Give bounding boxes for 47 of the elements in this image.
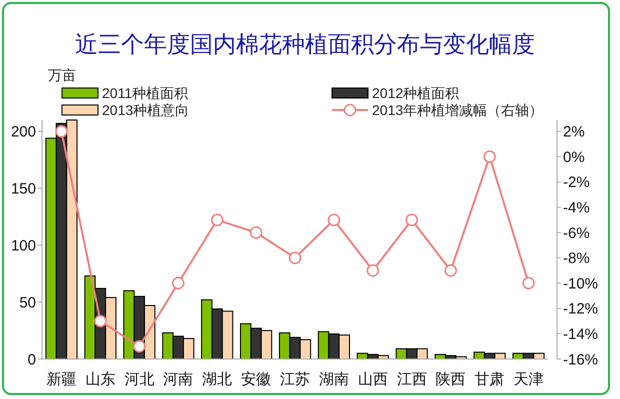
y2-tick-label: -6% xyxy=(563,224,590,242)
y-tick-label: 0 xyxy=(28,351,36,368)
point xyxy=(133,340,146,353)
y-tick-label: 50 xyxy=(19,294,36,312)
y2-tick-label: 0% xyxy=(563,148,585,166)
y2-tick-label: -4% xyxy=(563,200,590,217)
x-tick-label: 新疆 xyxy=(46,371,76,388)
legend-label: 2013年种植增减幅（右轴） xyxy=(372,102,544,118)
point xyxy=(94,314,107,328)
point xyxy=(328,214,340,226)
x-tick-label: 河北 xyxy=(124,371,154,388)
y-axis-title: 万亩 xyxy=(48,67,76,83)
legend-label: 2013种植意向 xyxy=(102,102,190,118)
point xyxy=(210,214,224,226)
y2-tick-label: -14% xyxy=(563,326,598,343)
x-tick-label: 陕西 xyxy=(436,371,466,388)
x-tick-label: 河南 xyxy=(163,371,194,388)
point xyxy=(288,252,302,264)
point xyxy=(172,276,184,290)
y2-tick-label: -16% xyxy=(563,351,598,368)
point xyxy=(483,150,496,163)
point xyxy=(55,125,68,138)
x-tick-label: 天津 xyxy=(514,371,544,388)
y-tick-label: 100 xyxy=(10,237,36,254)
point xyxy=(406,214,418,226)
y2-tick-label: -10% xyxy=(563,275,598,292)
y-tick-label: 150 xyxy=(10,180,36,198)
x-tick-label: 湖北 xyxy=(202,371,232,388)
y2-tick-label: 2% xyxy=(563,124,585,141)
point xyxy=(366,264,380,277)
x-tick-label: 湖南 xyxy=(318,371,349,388)
point xyxy=(250,226,262,239)
x-tick-label: 江苏 xyxy=(280,371,310,388)
y-tick-label: 200 xyxy=(10,124,36,141)
y2-tick-label: -8% xyxy=(563,250,590,268)
y2-tick-label: -12% xyxy=(563,300,598,318)
x-tick-label: 山东 xyxy=(85,371,116,388)
point xyxy=(522,276,535,290)
legend-label: 2011种植面积 xyxy=(102,84,188,101)
x-tick-label: 江西 xyxy=(396,371,427,388)
chart-title: 近三个年度国内棉花种植面积分布与变化幅度 xyxy=(75,32,535,58)
legend-label: 2012种植面积 xyxy=(372,84,460,101)
x-tick-label: 甘肃 xyxy=(474,371,505,388)
x-tick-label: 安徽 xyxy=(241,371,272,388)
point xyxy=(444,264,457,277)
y2-tick-label: -2% xyxy=(563,174,590,192)
x-tick-label: 山西 xyxy=(358,371,388,388)
